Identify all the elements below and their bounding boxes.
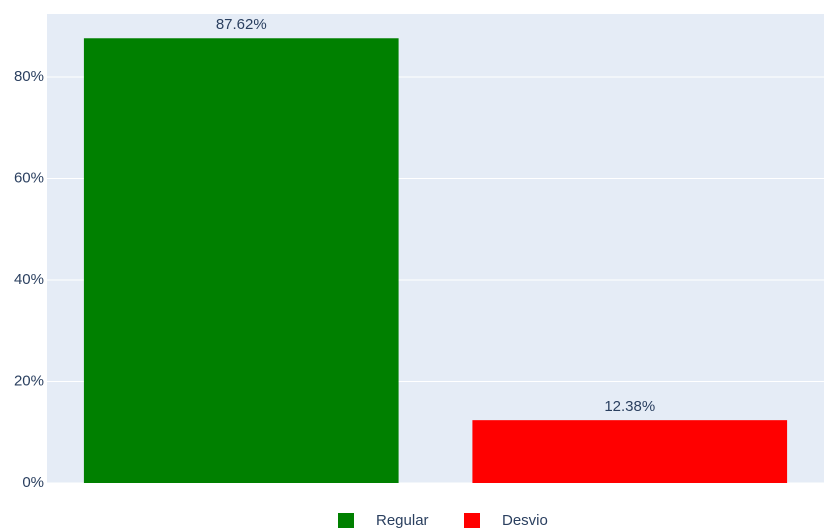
- y-tick-label: 80%: [14, 68, 44, 85]
- legend-swatch: [464, 513, 480, 528]
- legend-swatch: [338, 513, 354, 528]
- data-label: 87.62%: [216, 16, 267, 33]
- legend-label: Desvio: [502, 512, 548, 528]
- bar: [472, 420, 788, 483]
- legend-label: Regular: [376, 512, 429, 528]
- y-tick-label: 60%: [14, 169, 44, 186]
- y-tick-label: 40%: [14, 271, 44, 288]
- bar: [83, 38, 399, 484]
- y-tick-label: 0%: [22, 474, 44, 491]
- data-label: 12.38%: [604, 398, 655, 415]
- y-tick-label: 20%: [14, 372, 44, 389]
